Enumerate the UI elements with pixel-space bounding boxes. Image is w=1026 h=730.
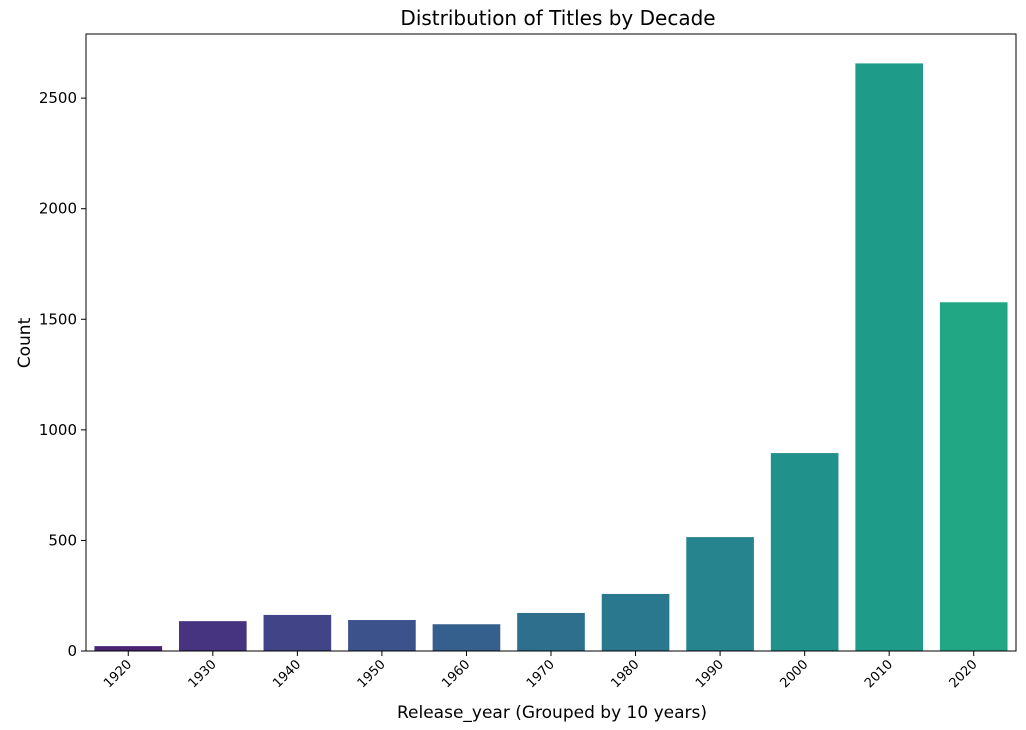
y-tick-label: 0 (67, 642, 77, 660)
bar-2010 (855, 63, 923, 652)
x-tick-label: 1930 (186, 657, 220, 691)
x-tick-label: 1950 (355, 657, 389, 691)
y-tick-label: 2500 (39, 89, 77, 107)
y-tick-label: 500 (48, 531, 77, 549)
x-tick-label: 2000 (777, 657, 811, 691)
x-tick-label: 1980 (608, 657, 642, 691)
plot-frame (85, 33, 1017, 652)
bar-2020 (939, 302, 1008, 651)
y-tick-label: 1500 (39, 310, 77, 328)
bar-1980 (601, 593, 670, 651)
y-axis-label: Count (15, 317, 35, 368)
x-tick-label: 1990 (693, 657, 727, 691)
x-axis-ticks: 1920 1930 1940 1950 1960 1970 1980 1990 2000 2010… (101, 651, 981, 691)
bar-1930 (179, 621, 247, 651)
bars (94, 63, 1008, 652)
y-tick-label: 2000 (39, 200, 77, 218)
x-tick-label: 2020 (947, 657, 981, 691)
x-tick-label: 1920 (101, 657, 135, 691)
y-tick-label: 1000 (39, 421, 77, 439)
bar-1920 (94, 646, 163, 651)
x-tick-label: 1940 (270, 657, 304, 691)
bar-1940 (263, 614, 332, 651)
bar-1950 (348, 620, 416, 651)
bar-1990 (686, 537, 754, 651)
bar-1970 (517, 612, 585, 651)
bar-2000 (770, 453, 839, 651)
bar-1960 (432, 624, 501, 651)
x-axis-label: Release_year (Grouped by 10 years) (397, 703, 707, 723)
y-axis-ticks: 0 500 1000 1500 2000 2500 (39, 89, 86, 660)
x-tick-label: 1960 (439, 657, 473, 691)
x-tick-label: 2010 (862, 657, 896, 691)
x-tick-label: 1970 (524, 657, 558, 691)
chart-title: Distribution of Titles by Decade (400, 6, 715, 30)
